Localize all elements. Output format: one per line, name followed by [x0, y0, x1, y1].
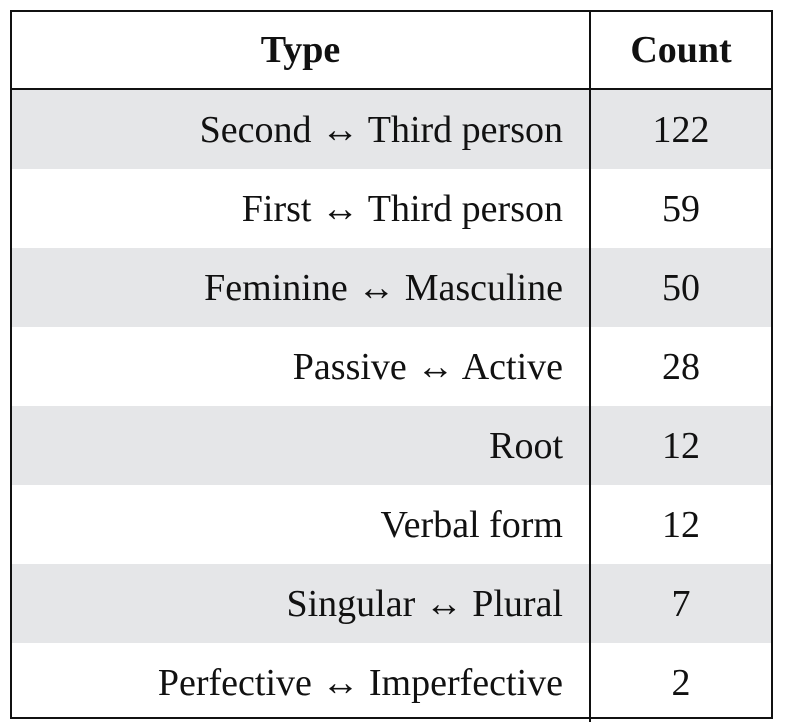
table-row: First ↔ Third person 59: [12, 169, 771, 248]
type-cell: First ↔ Third person: [12, 169, 591, 248]
count-cell: 7: [590, 564, 771, 643]
header-row: Type Count: [12, 12, 771, 90]
type-cell: Feminine ↔ Masculine: [12, 248, 591, 327]
table-row: Perfective ↔ Imperfective 2: [12, 643, 771, 722]
type-cell: Passive ↔ Active: [12, 327, 591, 406]
type-count-table: Type Count Second ↔ Third person 122 Fir…: [12, 12, 771, 722]
count-cell: 12: [662, 503, 700, 546]
table-row: Verbal form 12: [12, 485, 771, 564]
table-row: Passive ↔ Active 28: [12, 327, 771, 406]
count-cell: 122: [590, 89, 771, 169]
count-cell: 12: [590, 406, 771, 485]
count-cell: 59: [662, 187, 700, 230]
column-header-count: Count: [590, 12, 771, 90]
type-cell: Singular ↔ Plural: [12, 564, 591, 643]
type-cell: Second ↔ Third person: [12, 89, 591, 169]
table-row: Singular ↔ Plural 7: [12, 564, 771, 643]
type-cell: Root: [12, 406, 591, 485]
data-table-frame: Type Count Second ↔ Third person 122 Fir…: [10, 10, 773, 722]
table-row: Second ↔ Third person 122: [12, 89, 771, 169]
type-cell: Perfective ↔ Imperfective: [12, 643, 591, 722]
table-row: Root 12: [12, 406, 771, 485]
count-cell: 50: [590, 248, 771, 327]
count-cell: 28: [662, 345, 700, 388]
table-row: Feminine ↔ Masculine 50: [12, 248, 771, 327]
count-cell: 2: [671, 661, 691, 704]
type-cell: Verbal form: [12, 485, 591, 564]
column-header-type: Type: [12, 12, 591, 90]
